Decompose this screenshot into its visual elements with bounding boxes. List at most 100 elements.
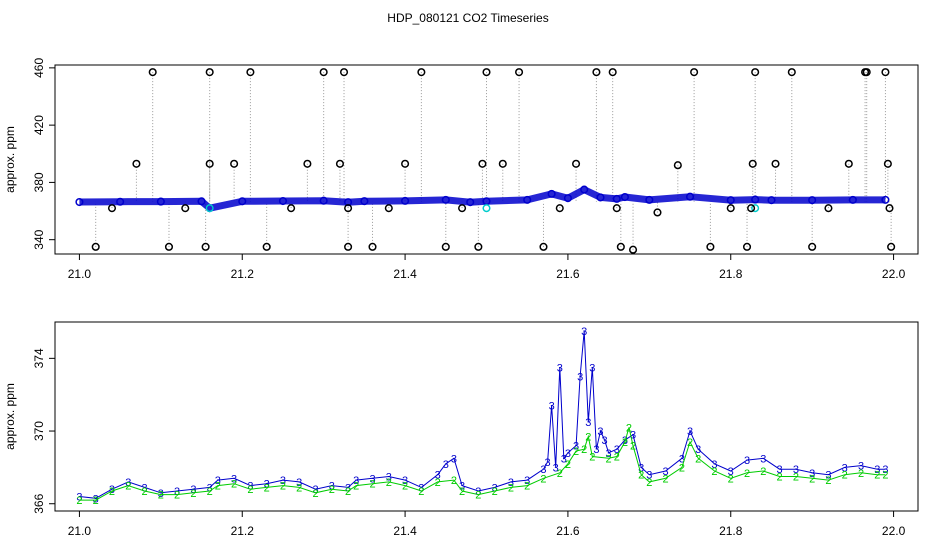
- data-point: 3: [695, 444, 701, 456]
- data-point: 3: [589, 362, 595, 374]
- data-point: [767, 196, 776, 205]
- data-point: 3: [874, 464, 880, 476]
- data-point: 2: [190, 488, 196, 500]
- data-point: 2: [581, 444, 587, 456]
- data-point: 2: [760, 466, 766, 478]
- data-point: [881, 195, 890, 204]
- data-point: 2: [451, 475, 457, 487]
- data-point: 2: [679, 462, 685, 474]
- data-point: [205, 159, 214, 168]
- data-point: 2: [793, 471, 799, 483]
- data-point: 2: [93, 495, 99, 507]
- data-point: 3: [565, 448, 571, 460]
- data-point: 2: [557, 468, 563, 480]
- data-point: [278, 196, 288, 206]
- data-point: 3: [296, 477, 302, 489]
- data-point: [747, 204, 756, 213]
- data-point: 2: [508, 482, 514, 494]
- data-point: 3: [593, 444, 599, 456]
- data-point: 3: [577, 372, 583, 384]
- data-point: 3: [158, 488, 164, 500]
- data-point: 2: [231, 479, 237, 491]
- data-point: 2: [622, 437, 628, 449]
- data-point: 2: [728, 473, 734, 485]
- data-point: [319, 196, 328, 205]
- data-point: [148, 68, 157, 77]
- x-tick-label: 21.4: [393, 267, 417, 281]
- data-point: 2: [207, 486, 213, 498]
- data-point: [883, 159, 892, 168]
- y-axis-label: approx. ppm: [3, 126, 17, 193]
- data-point: [596, 193, 605, 202]
- data-point: [555, 204, 564, 213]
- data-point: 3: [544, 457, 550, 469]
- data-point: [612, 194, 621, 203]
- data-point: [417, 68, 426, 77]
- data-point: [885, 204, 894, 213]
- data-point: 3: [492, 482, 498, 494]
- data-point: 2: [435, 477, 441, 489]
- data-point: [771, 159, 780, 168]
- data-point: [751, 68, 760, 77]
- data-point: 2: [264, 482, 270, 494]
- data-point: 3: [190, 484, 196, 496]
- data-point: [246, 68, 255, 77]
- data-point: [344, 204, 353, 213]
- data-point: 3: [76, 491, 82, 503]
- data-point: [164, 242, 174, 251]
- data-point: 2: [630, 441, 636, 453]
- data-point: 2: [402, 481, 408, 493]
- data-point: 3: [793, 464, 799, 476]
- data-point: 2: [711, 466, 717, 478]
- data-point: 2: [585, 431, 591, 443]
- data-point: [156, 197, 165, 206]
- data-point: [706, 242, 715, 251]
- data-point: [287, 204, 296, 213]
- data-point: 3: [475, 486, 481, 498]
- data-point: 2: [606, 453, 612, 465]
- data-point: 2: [573, 446, 579, 458]
- data-point: [474, 242, 483, 251]
- data-point: 2: [565, 459, 571, 471]
- data-point: 3: [561, 453, 567, 465]
- data-point: 2: [882, 470, 888, 482]
- data-point: [685, 192, 695, 201]
- y-tick-label: 380: [32, 172, 46, 192]
- data-point: 2: [540, 473, 546, 485]
- data-point: 3: [882, 464, 888, 476]
- data-point: 2: [842, 470, 848, 482]
- data-point: [887, 242, 896, 251]
- data-point: [592, 68, 601, 77]
- x-tick-label: 21.4: [393, 524, 417, 538]
- data-point: 3: [687, 426, 693, 438]
- data-point: [478, 159, 487, 168]
- data-point: [628, 245, 638, 254]
- data-point: 2: [638, 470, 644, 482]
- data-point: [653, 208, 662, 217]
- data-point: 3: [630, 430, 636, 442]
- y-tick-label: 366: [32, 493, 46, 513]
- data-point: [690, 68, 699, 77]
- data-point: 3: [777, 464, 783, 476]
- data-point: 3: [663, 466, 669, 478]
- x-tick-label: 21.0: [68, 267, 92, 281]
- data-point: 2: [329, 484, 335, 496]
- data-point: 2: [626, 422, 632, 434]
- data-point: [808, 196, 817, 205]
- data-point: 3: [109, 484, 115, 496]
- x-tick-label: 21.2: [231, 267, 255, 281]
- data-point: 2: [614, 451, 620, 463]
- x-tick-label: 22.0: [882, 267, 906, 281]
- data-point: 3: [858, 461, 864, 473]
- data-point: [498, 159, 507, 168]
- data-point: 2: [524, 481, 530, 493]
- data-point: 3: [679, 453, 685, 465]
- data-point: [107, 204, 117, 213]
- data-point: [612, 204, 621, 213]
- data-point: 3: [459, 481, 465, 493]
- data-point: [515, 68, 524, 77]
- data-point: 3: [842, 462, 848, 474]
- data-point: 3: [760, 453, 766, 465]
- data-point: [319, 68, 328, 77]
- y-tick-label: 420: [32, 115, 46, 135]
